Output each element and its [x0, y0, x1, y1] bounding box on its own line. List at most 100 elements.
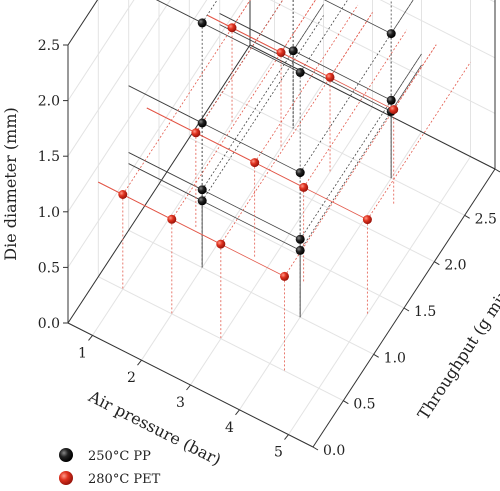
projection-line — [323, 0, 392, 34]
floor-grid-line — [189, 137, 435, 263]
floor-grid-line — [219, 90, 465, 216]
projection-line — [207, 14, 394, 110]
wall-grid-line — [67, 0, 208, 213]
data-point-pet — [227, 23, 237, 33]
data-point-pp — [295, 68, 305, 77]
x-tick-mark — [88, 335, 93, 341]
projection-line — [292, 4, 324, 51]
data-point-pp — [197, 118, 207, 128]
x-tick-mark — [137, 359, 142, 366]
data-point-pp — [295, 234, 305, 244]
x-tick-mark — [186, 384, 191, 391]
projection-line — [329, 12, 373, 78]
floor-grid-line — [98, 276, 344, 402]
data-point-pet — [280, 271, 289, 281]
z-tick-label: 2.5 — [38, 38, 60, 54]
projection-line — [303, 29, 408, 188]
z-axis-title: Die diameter (mm) — [1, 107, 20, 261]
data-point-pet — [250, 158, 260, 168]
y-tick-label: 0.0 — [323, 443, 345, 459]
data-point-pp — [197, 196, 207, 206]
legend-marker-pp — [59, 448, 73, 462]
data-point-pet — [191, 128, 201, 138]
data-point-pp — [386, 29, 396, 39]
projection-line — [156, 0, 301, 73]
chart-drop-lines — [98, 0, 471, 371]
y-tick-mark — [464, 214, 470, 219]
legend-label-pet: 280°C PET — [88, 472, 161, 487]
projection-line — [390, 53, 422, 101]
x-tick-label: 1 — [78, 345, 87, 361]
chart-tick-labels: 0.0 0.5 1.0 1.5 2.0 2.5 1 2 3 4 5 0.0 0.5 1.0 1.5 2.0 2.… — [38, 38, 500, 461]
data-point-pp — [295, 168, 305, 178]
projection-line — [299, 53, 422, 240]
x-tick-label: 4 — [225, 420, 234, 436]
y-tick-label: 0.5 — [353, 397, 375, 413]
projection-line — [128, 163, 301, 251]
data-point-pet — [118, 190, 128, 199]
data-point-pet — [276, 48, 286, 57]
projection-line — [219, 13, 392, 101]
z-tick-label: 1.5 — [38, 149, 60, 165]
y-tick-label: 2.0 — [444, 258, 466, 274]
z-tick-label: 0.0 — [38, 316, 60, 332]
projection-line — [201, 0, 284, 124]
projection-line — [156, 0, 203, 24]
projection-line — [280, 0, 316, 53]
chart-legend: 250°C PP 280°C PET — [59, 448, 161, 487]
z-tick-label: 0.5 — [38, 260, 60, 276]
data-point-pp — [295, 245, 305, 255]
floor-grid-line — [128, 229, 374, 355]
data-point-pet — [299, 182, 309, 192]
y-tick-label: 1.5 — [414, 304, 436, 320]
x-tick-label: 5 — [274, 445, 283, 461]
y-tick-label: 2.5 — [475, 211, 497, 227]
x-tick-label: 2 — [127, 370, 136, 386]
y-tick-mark — [373, 353, 379, 358]
data-point-pp — [386, 95, 396, 105]
projection-line — [98, 181, 285, 277]
projection-line — [201, 0, 218, 24]
z-tick-label: 2.0 — [38, 94, 60, 110]
y-tick-mark — [494, 168, 500, 173]
projection-line — [284, 44, 437, 277]
floor-grid-line — [158, 183, 405, 309]
projection-line — [195, 0, 284, 134]
data-point-pet — [325, 72, 335, 82]
projection-line — [219, 24, 392, 112]
projection-line — [299, 0, 414, 173]
data-point-pp — [197, 18, 207, 28]
wall-grid-line — [379, 0, 496, 59]
data-point-pet — [389, 105, 399, 115]
x-tick-label: 3 — [176, 395, 185, 411]
data-point-pp — [288, 46, 298, 56]
projection-line — [231, 0, 251, 28]
y-axis-title: Throughput (g min⁻¹) — [414, 267, 500, 423]
projection-line — [201, 15, 324, 202]
data-point-pet — [216, 239, 226, 249]
chart-data-points — [118, 18, 399, 281]
data-point-pp — [197, 185, 207, 195]
projection-line — [393, 44, 437, 110]
legend-label-pp: 250°C PP — [88, 449, 151, 464]
data-point-pet — [362, 215, 372, 225]
wall-grid-line — [67, 0, 171, 157]
projection-line — [220, 12, 373, 245]
wall-grid-line — [67, 0, 135, 101]
y-tick-mark — [343, 400, 349, 405]
projection-line — [299, 0, 349, 73]
projection-line — [201, 4, 324, 190]
data-point-pet — [167, 214, 177, 224]
frame-edge — [67, 44, 251, 324]
projection-line — [390, 64, 422, 112]
legend-marker-pet — [59, 471, 73, 485]
projection-line — [254, 4, 359, 163]
projection-line — [128, 152, 301, 240]
y-tick-label: 1.0 — [384, 350, 406, 366]
y-tick-mark — [403, 307, 410, 312]
projection-line — [128, 85, 301, 173]
projection-line — [299, 64, 422, 251]
z-tick-label: 1.0 — [38, 205, 60, 221]
